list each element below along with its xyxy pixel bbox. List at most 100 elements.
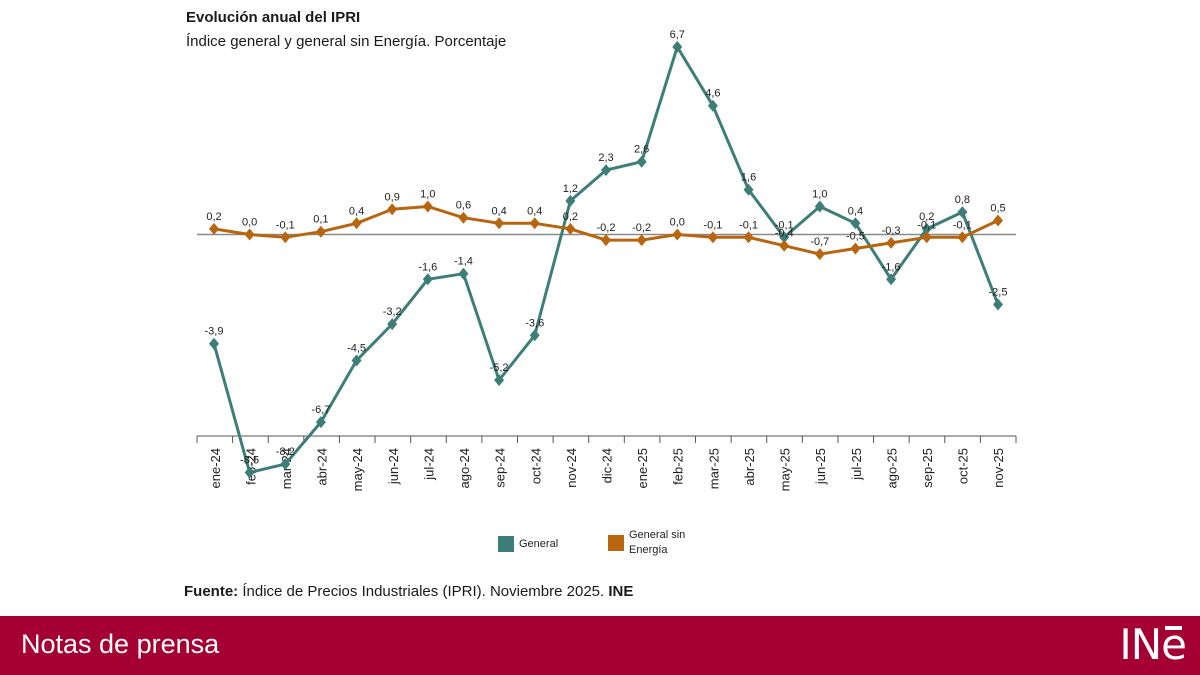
data-label-general: 6,7	[670, 29, 685, 41]
x-tick-label: may-24	[350, 448, 365, 491]
x-tick-label: feb-24	[243, 448, 258, 485]
x-tick-label: jul-25	[849, 448, 864, 481]
legend-item-general: General	[498, 536, 558, 552]
data-label-general: -8,5	[240, 455, 259, 467]
data-point-sin-energia	[672, 228, 683, 241]
data-point-sin-energia	[387, 203, 398, 216]
x-tick-label: oct-24	[528, 448, 543, 484]
data-point-sin-energia	[494, 217, 505, 230]
data-point-general	[850, 217, 861, 230]
data-point-sin-energia	[743, 231, 754, 244]
data-label-sin-energia: 0,4	[349, 205, 364, 217]
x-tick-label: ene-25	[635, 448, 650, 488]
data-point-general	[779, 231, 790, 244]
data-label-general: -3,6	[525, 317, 544, 329]
data-point-sin-energia	[458, 211, 469, 224]
legend-label-sin-energia-line2: Energía	[629, 544, 668, 556]
legend-label-general: General	[519, 537, 559, 550]
data-point-sin-energia	[565, 222, 576, 235]
data-label-general: -3,9	[205, 326, 224, 338]
legend-label-sin-energia-line1: General sin	[629, 529, 686, 541]
data-point-general	[209, 337, 219, 350]
legend-swatch-general	[498, 536, 514, 552]
data-label-general: -4,5	[347, 343, 366, 355]
data-label-general: -6,7	[311, 404, 330, 416]
data-label-sin-energia: 0,0	[242, 217, 257, 229]
data-label-general: -5,2	[490, 362, 509, 374]
data-label-general: 0,2	[919, 211, 934, 223]
legend-item-sin-energia: General sin Energía	[608, 528, 685, 558]
data-label-general: 1,6	[741, 172, 756, 184]
data-label-general: -8,2	[276, 446, 295, 458]
data-label-general: -1,6	[882, 261, 901, 273]
data-label-sin-energia: 0,2	[206, 211, 221, 223]
data-point-sin-energia	[886, 236, 897, 249]
x-tick-label: nov-24	[564, 448, 579, 488]
data-point-sin-energia	[280, 231, 291, 244]
legend-swatch-sin-energia	[608, 535, 624, 551]
data-point-sin-energia	[601, 234, 611, 247]
data-point-sin-energia	[244, 228, 255, 241]
data-point-sin-energia	[315, 225, 326, 238]
data-point-sin-energia	[779, 239, 790, 252]
data-label-general: 1,0	[812, 189, 827, 201]
data-label-sin-energia: 0,2	[563, 211, 578, 223]
data-label-general: -1,4	[454, 256, 473, 268]
data-label-sin-energia: -0,4	[775, 228, 794, 240]
data-point-sin-energia	[636, 234, 647, 247]
data-point-sin-energia	[351, 217, 362, 230]
data-point-sin-energia	[921, 231, 932, 244]
source-text: Índice de Precios Industriales (IPRI). N…	[238, 583, 609, 600]
data-label-sin-energia: -0,3	[882, 225, 901, 237]
data-label-general: 2,3	[598, 152, 613, 164]
x-tick-label: feb-25	[671, 448, 686, 485]
data-point-general	[707, 99, 718, 112]
data-point-general	[387, 318, 398, 331]
data-point-sin-energia	[957, 231, 968, 244]
data-point-general	[636, 155, 647, 168]
data-label-sin-energia: -0,1	[739, 219, 758, 231]
data-label-general: 0,8	[955, 194, 970, 206]
chart-subtitle: Índice general y general sin Energía. Po…	[186, 33, 507, 50]
data-point-sin-energia	[993, 214, 1003, 227]
chart-title: Evolución anual del IPRI	[186, 9, 361, 26]
data-point-general	[494, 374, 505, 387]
legend-label-sin-energia: General sin Energía	[629, 528, 685, 558]
data-point-sin-energia	[814, 248, 825, 261]
data-label-sin-energia: -0,7	[810, 236, 829, 248]
data-label-general: -0,1	[775, 219, 794, 231]
source-note: Fuente: Índice de Precios Industriales (…	[184, 583, 633, 600]
data-point-sin-energia	[422, 200, 433, 213]
source-org: INE	[608, 583, 634, 600]
data-point-general	[672, 40, 683, 53]
data-label-sin-energia: -0,1	[917, 219, 936, 231]
data-label-general: 2,6	[634, 144, 649, 156]
data-point-general	[458, 267, 469, 280]
footer-label[interactable]: Notas de prensa	[21, 629, 220, 659]
data-label-sin-energia: -0,1	[276, 219, 295, 231]
source-prefix: Fuente:	[184, 583, 239, 600]
data-point-general	[921, 222, 932, 235]
ine-logo-prefix: IN	[1119, 620, 1162, 669]
data-label-sin-energia: 0,4	[491, 205, 506, 217]
x-tick-label: nov-25	[991, 448, 1006, 488]
data-label-sin-energia: 1,0	[420, 189, 435, 201]
data-label-general: -1,6	[418, 261, 437, 273]
data-label-general: 4,6	[705, 88, 720, 100]
x-tick-label: ago-25	[884, 448, 899, 488]
x-tick-label: jun-24	[386, 448, 401, 485]
x-tick-label: ene-24	[208, 448, 223, 488]
data-point-sin-energia	[529, 217, 540, 230]
x-tick-label: jun-25	[813, 448, 828, 485]
data-label-sin-energia: -0,2	[632, 222, 651, 234]
x-tick-label: sep-25	[920, 448, 935, 488]
data-point-general	[601, 164, 611, 177]
ine-logo-suffix: e	[1161, 620, 1187, 669]
x-tick-label: may-25	[778, 448, 793, 491]
line-chart: ene-24feb-24mar-24abr-24may-24jun-24jul-…	[196, 29, 1017, 491]
x-tick-label: dic-24	[600, 448, 615, 483]
data-label-general: -2,5	[989, 287, 1008, 299]
data-label-general: 0,4	[848, 205, 863, 217]
data-label-sin-energia: -0,5	[846, 231, 865, 243]
data-label-general: -3,2	[383, 306, 402, 318]
